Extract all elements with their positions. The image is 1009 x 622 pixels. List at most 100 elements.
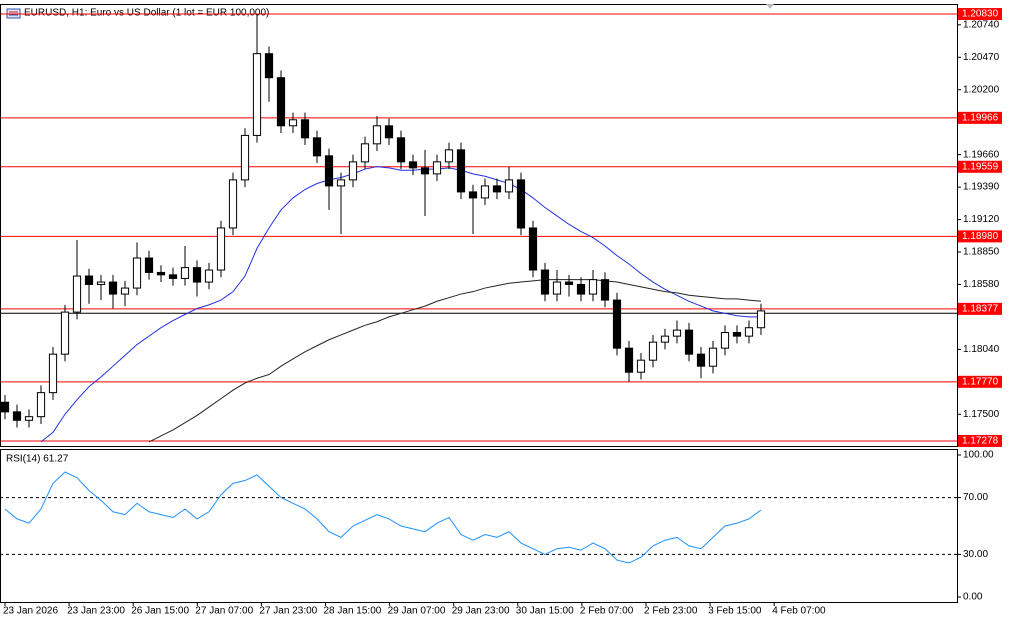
candle-body	[372, 125, 382, 145]
moving-average	[148, 279, 762, 443]
candle-body	[480, 185, 490, 199]
level-label: 1.20830	[962, 9, 999, 20]
candle-body	[492, 185, 502, 193]
candle-body	[588, 279, 598, 295]
candle-body	[672, 329, 682, 337]
candle-body	[264, 53, 274, 79]
candle-body	[696, 353, 706, 367]
candle-body	[84, 275, 94, 285]
level-label-box	[958, 230, 1002, 243]
candle-body	[120, 287, 130, 295]
candle-body	[204, 269, 214, 283]
candle-body	[12, 411, 22, 421]
level-label-box	[958, 8, 1002, 21]
level-label: 1.19966	[962, 113, 999, 124]
y-tick-label: 1.20200	[963, 84, 1000, 95]
candle-body	[708, 347, 718, 367]
candle-body	[720, 332, 730, 349]
x-tick-label: 29 Jan 23:00	[452, 606, 510, 617]
level-label-box	[958, 434, 1002, 447]
moving-average	[40, 166, 761, 443]
candle-body	[576, 283, 586, 295]
candle-body	[504, 179, 514, 193]
candle-body	[432, 161, 442, 175]
y-tick-label: 1.18850	[963, 247, 1000, 258]
candle-body	[240, 134, 250, 181]
y-tick-label: 1.19390	[963, 182, 1000, 193]
y-tick-label: 1.20740	[963, 19, 1000, 30]
candle-body	[216, 227, 226, 271]
x-tick-label: 27 Jan 23:00	[259, 606, 317, 617]
candle-body	[456, 149, 466, 193]
x-tick-label: 29 Jan 07:00	[388, 606, 446, 617]
candle-body	[276, 77, 286, 127]
candle-body	[1, 401, 10, 413]
x-tick-label: 2 Feb 07:00	[580, 606, 634, 617]
candle-body	[540, 269, 550, 295]
candle-body	[612, 299, 622, 349]
candle-body	[660, 335, 670, 343]
y-tick-label: 1.19660	[963, 149, 1000, 160]
candle-body	[360, 143, 370, 163]
candle-body	[228, 179, 238, 229]
x-tick-label: 4 Feb 07:00	[772, 606, 826, 617]
x-tick-label: 26 Jan 15:00	[131, 606, 189, 617]
x-tick-label: 3 Feb 15:00	[708, 606, 762, 617]
x-tick-label: 28 Jan 15:00	[324, 606, 382, 617]
candle-body	[732, 332, 742, 337]
rsi-tick-label: 70.00	[963, 492, 988, 503]
x-tick-label: 30 Jan 15:00	[516, 606, 574, 617]
main-frame	[0, 4, 958, 447]
candle-body	[96, 281, 106, 285]
candle-body	[516, 179, 526, 229]
axes: 1.20740 1.20470 1.20200 1.19660 1.19390 1.191…	[3, 8, 1002, 617]
y-tick-label: 1.20470	[963, 52, 1000, 63]
level-label: 1.17278	[962, 436, 999, 447]
level-label-box	[958, 302, 1002, 315]
main-plot	[1, 13, 957, 443]
candle-body	[288, 119, 298, 127]
candle-body	[60, 311, 70, 355]
candle-body	[192, 267, 202, 283]
level-label: 1.19559	[962, 161, 999, 172]
level-label-box	[958, 111, 1002, 124]
candle-body	[300, 119, 310, 139]
x-tick-label: 23 Jan 23:00	[67, 606, 125, 617]
candle-body	[312, 137, 322, 157]
candle-body	[36, 392, 46, 418]
rsi-frame	[0, 449, 958, 603]
candle-body	[336, 179, 346, 187]
candle-body	[384, 125, 394, 139]
rsi-title: RSI(14) 61.27	[6, 454, 69, 465]
candle-body	[348, 161, 358, 181]
level-label-box	[958, 160, 1002, 173]
candle-body	[564, 281, 574, 285]
y-tick-label: 1.19120	[963, 214, 1000, 225]
candle-body	[24, 416, 34, 421]
candle-body	[420, 167, 430, 175]
rsi-line	[4, 471, 762, 564]
candle-body	[72, 275, 82, 313]
candle-body	[144, 257, 154, 273]
y-tick-label: 1.18040	[963, 344, 1000, 355]
candle-body	[444, 149, 454, 163]
level-label: 1.18377	[962, 303, 999, 314]
candle-body	[180, 267, 190, 279]
candle-body	[648, 341, 658, 361]
candle-body	[156, 271, 166, 276]
candle-body	[408, 161, 418, 169]
level-label: 1.17770	[962, 376, 999, 387]
y-tick-label: 1.17500	[963, 409, 1000, 420]
candle-body	[168, 274, 178, 279]
x-tick-label: 2 Feb 23:00	[644, 606, 698, 617]
candle-body	[600, 279, 610, 301]
candle-body	[468, 191, 478, 199]
symbol-icon	[6, 8, 21, 19]
candle-body	[48, 353, 58, 394]
x-tick-label: 27 Jan 07:00	[195, 606, 253, 617]
candle-body	[552, 281, 562, 295]
candle-body	[108, 281, 118, 295]
candle-body	[324, 155, 334, 187]
rsi-tick-label: 100.00	[963, 450, 994, 461]
